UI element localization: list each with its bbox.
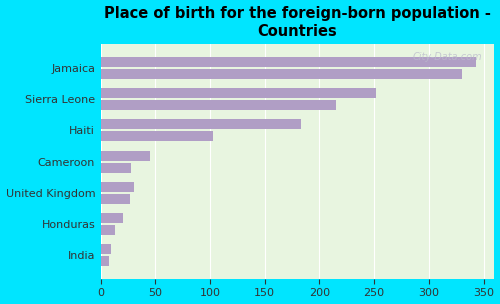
Bar — [100, 88, 376, 98]
Title: Place of birth for the foreign-born population -
Countries: Place of birth for the foreign-born popu… — [104, 5, 491, 39]
Bar — [100, 151, 150, 161]
Bar — [100, 131, 214, 141]
Bar — [100, 213, 122, 223]
Bar — [100, 69, 462, 79]
Bar — [100, 182, 134, 192]
Text: City-Data.com: City-Data.com — [413, 51, 482, 61]
Bar — [100, 256, 110, 266]
Bar — [100, 194, 130, 204]
Bar — [100, 244, 110, 254]
Bar — [100, 163, 132, 173]
Bar — [100, 225, 115, 235]
Bar — [100, 119, 301, 130]
Bar — [100, 100, 336, 110]
Bar — [100, 57, 476, 67]
